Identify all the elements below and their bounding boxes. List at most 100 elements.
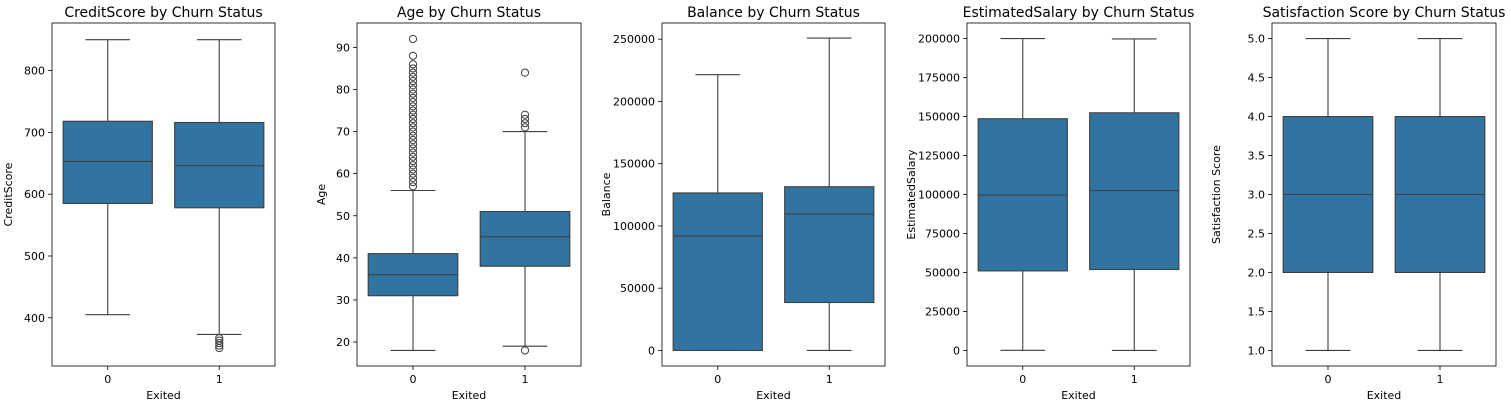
chart-title: CreditScore by Churn Status: [64, 5, 262, 21]
outlier-point: [408, 64, 418, 73]
x-tick-label: 0: [714, 373, 721, 386]
y-tick-label: 0: [953, 344, 960, 357]
y-tick-label: 500: [24, 250, 45, 263]
outlier-point: [408, 68, 418, 77]
plot-frame: [356, 22, 582, 367]
outlier-point: [408, 140, 418, 149]
outlier-point: [408, 34, 418, 44]
box-0: [672, 74, 763, 351]
box-0: [367, 34, 459, 351]
y-tick-label: 40: [336, 252, 350, 265]
iqr-box: [784, 186, 875, 304]
outlier-point: [520, 123, 530, 132]
chart-panel-1: CreditScore by Churn Status 400 500 600 700 8…: [2, 5, 276, 402]
x-tick-label: 1: [826, 373, 833, 386]
x-tick-label: 0: [1325, 373, 1332, 386]
y-tick-label: 1.5: [1248, 305, 1266, 318]
outlier-point: [215, 339, 224, 348]
y-tick-label: 150000: [918, 111, 960, 124]
y-axis-label: CreditScore: [2, 162, 15, 226]
iqr-box: [672, 192, 763, 351]
outlier-point: [408, 152, 418, 161]
outlier-point: [408, 110, 418, 119]
y-tick-label: 50: [336, 210, 350, 223]
y-tick-label: 5.0: [1248, 33, 1266, 46]
outlier-point: [520, 110, 530, 119]
iqr-box: [62, 120, 153, 205]
outlier-point: [408, 148, 418, 157]
x-axis-label: Exited: [756, 389, 791, 402]
plot-frame: [661, 22, 886, 367]
y-tick-label: 600: [24, 188, 45, 201]
chart-panel-3: Balance by Churn Status 0 50000 100000 15000…: [600, 5, 886, 402]
outlier-point: [520, 114, 530, 124]
outlier-point: [408, 135, 418, 145]
chart-title: Age by Churn Status: [397, 5, 541, 21]
chart-panel-2: Age by Churn Status 20 30 40 50 60 70 80 90 0 1 Exi…: [315, 5, 582, 402]
chart-panel-5: Satisfaction Score by Churn Status 1.0 1.5…: [1210, 5, 1505, 402]
iqr-box: [479, 210, 571, 267]
x-axis-label: Exited: [1367, 389, 1402, 402]
y-tick-label: 60: [336, 168, 350, 181]
box-0: [1282, 38, 1374, 351]
y-tick-label: 20: [336, 336, 350, 349]
y-tick-label: 1.0: [1248, 344, 1266, 357]
outlier-point: [520, 119, 530, 128]
box-0: [977, 38, 1068, 351]
y-tick-label: 250000: [613, 33, 655, 46]
box-1: [479, 68, 571, 355]
box-1: [1089, 38, 1180, 351]
y-tick-label: 25000: [925, 305, 960, 318]
x-tick-label: 1: [522, 373, 529, 386]
box-0: [62, 39, 153, 316]
y-axis-label: Balance: [600, 172, 613, 216]
outlier-point: [408, 85, 418, 94]
outlier-point: [408, 123, 418, 132]
box-1: [784, 37, 875, 351]
y-tick-label: 30: [336, 294, 350, 307]
outlier-point: [215, 341, 224, 350]
y-tick-label: 200000: [918, 33, 960, 46]
y-tick-label: 2.0: [1248, 266, 1266, 279]
y-tick-label: 100000: [918, 189, 960, 202]
y-tick-label: 200000: [613, 95, 655, 108]
y-tick-label: 100000: [613, 220, 655, 233]
outlier-point: [408, 169, 418, 178]
y-tick-label: 0: [648, 344, 655, 357]
outlier-point: [408, 165, 418, 174]
y-tick-label: 50000: [925, 266, 960, 279]
y-tick-label: 2.5: [1248, 227, 1266, 240]
y-tick-label: 90: [336, 41, 350, 54]
outlier-point: [408, 144, 418, 153]
y-tick-label: 175000: [918, 72, 960, 85]
x-axis-label: Exited: [452, 389, 487, 402]
y-axis-label: Satisfaction Score: [1210, 145, 1223, 244]
box-1: [174, 39, 265, 353]
x-tick-label: 0: [1019, 373, 1026, 386]
outlier-point: [408, 173, 418, 182]
y-tick-label: 3.5: [1248, 150, 1266, 163]
outlier-point: [408, 51, 418, 60]
outlier-point: [408, 89, 418, 98]
x-tick-label: 0: [410, 373, 417, 386]
y-tick-label: 3.0: [1248, 189, 1266, 202]
plot-frame: [51, 22, 276, 367]
y-axis-label: Age: [315, 184, 328, 206]
y-tick-label: 75000: [925, 227, 960, 240]
outlier-point: [520, 68, 530, 77]
outlier-point: [408, 114, 418, 124]
chart-title: Balance by Churn Status: [687, 5, 860, 21]
chart-title: EstimatedSalary by Churn Status: [963, 5, 1195, 21]
y-tick-label: 125000: [918, 150, 960, 163]
outlier-point: [408, 119, 418, 128]
x-tick-label: 0: [104, 373, 111, 386]
outlier-point: [408, 102, 418, 111]
y-tick-label: 80: [336, 83, 350, 96]
outlier-point: [408, 98, 418, 107]
plot-frame: [966, 22, 1191, 367]
y-tick-label: 50000: [620, 282, 655, 295]
chart-panel-4: EstimatedSalary by Churn Status 0 25000 500…: [905, 5, 1194, 402]
y-tick-label: 400: [24, 312, 45, 325]
outlier-point: [520, 346, 530, 355]
